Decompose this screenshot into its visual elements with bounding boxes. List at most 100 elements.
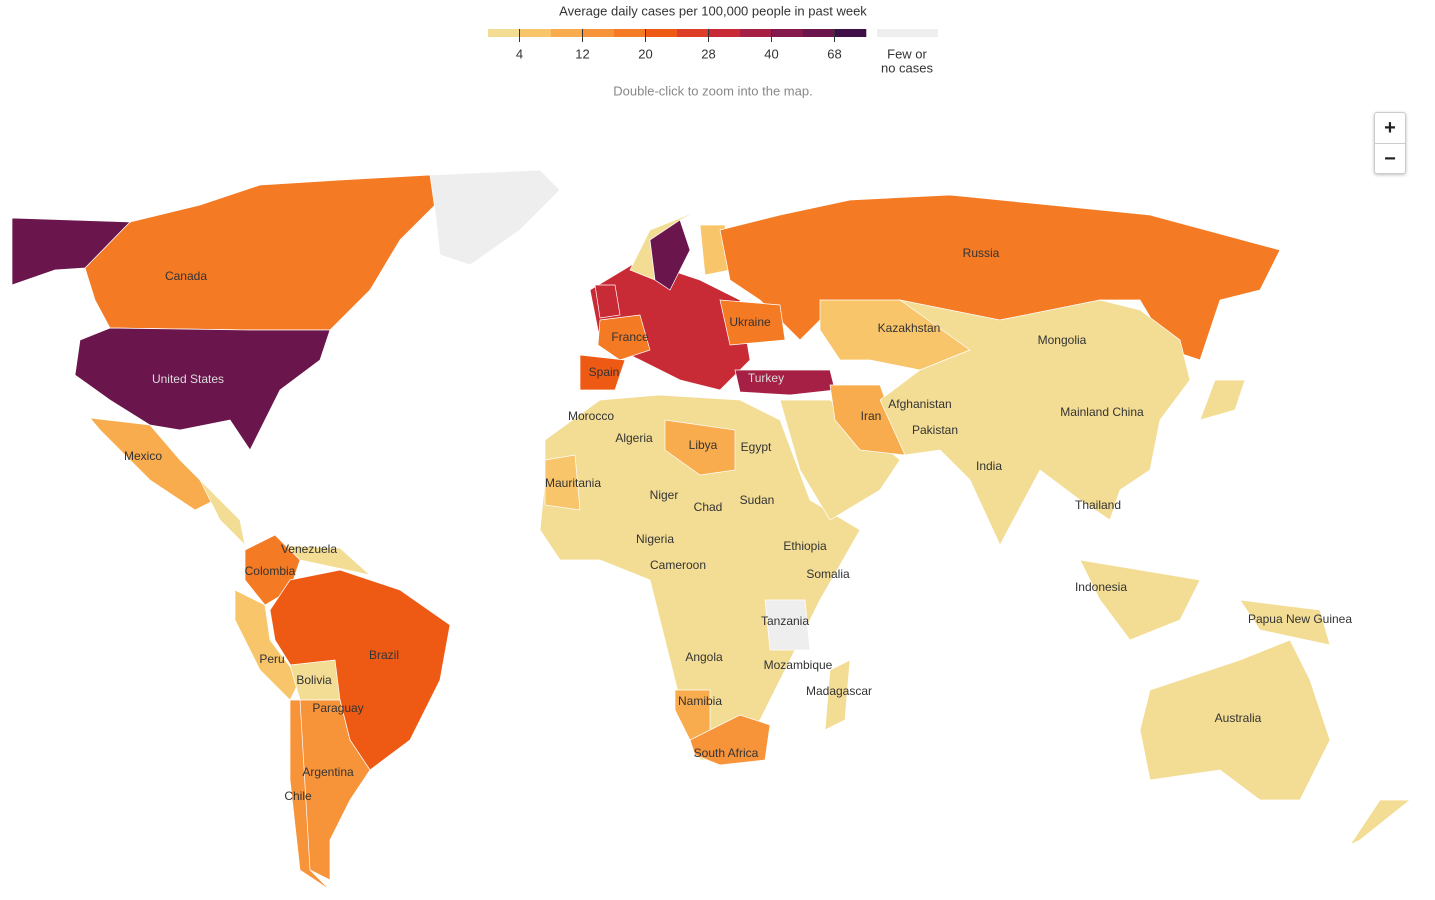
legend-tick-label: 4 <box>516 46 523 61</box>
country-label: Namibia <box>678 694 722 708</box>
country-label: Ukraine <box>729 315 771 329</box>
country-label: Pakistan <box>912 423 958 437</box>
legend-swatch <box>708 29 741 37</box>
hint: Double-click to zoom into the map. <box>613 83 812 98</box>
country-label: Angola <box>685 650 723 664</box>
country-label: Russia <box>963 246 1000 260</box>
country-label: United States <box>152 372 224 386</box>
country <box>579 354 626 391</box>
country-label: India <box>976 459 1002 473</box>
country <box>734 369 836 396</box>
country-label: Paraguay <box>312 701 363 715</box>
country-label: Mongolia <box>1038 333 1087 347</box>
country <box>89 417 216 511</box>
country-label: Chad <box>694 500 723 514</box>
legend-swatch <box>519 29 552 37</box>
no-data-swatch <box>877 29 938 37</box>
country-label: South Africa <box>694 746 759 760</box>
legend-swatch <box>645 29 678 37</box>
country <box>234 589 301 701</box>
country-label: Thailand <box>1075 498 1121 512</box>
country-label: Australia <box>1215 711 1262 725</box>
country-label: Iran <box>861 409 882 423</box>
country-label: Mainland China <box>1060 405 1144 419</box>
legend-swatch <box>803 29 835 37</box>
country-label: Canada <box>165 269 207 283</box>
country-label: Venezuela <box>281 542 337 556</box>
country <box>544 454 581 511</box>
legend-swatch <box>551 29 583 37</box>
country <box>879 299 1191 546</box>
country-label: Chile <box>284 789 312 803</box>
country <box>1239 599 1331 646</box>
country-label: Mozambique <box>764 658 833 672</box>
country <box>597 314 651 361</box>
country-label: Argentina <box>302 765 354 779</box>
legend-tick-label: 68 <box>827 46 841 61</box>
country <box>594 284 621 319</box>
country <box>1199 379 1246 421</box>
country <box>84 174 441 331</box>
country-label: Mexico <box>124 449 162 463</box>
country-label: Morocco <box>568 409 614 423</box>
country-label: Mauritania <box>545 476 601 490</box>
legend-swatch <box>771 29 804 37</box>
legend-swatch <box>614 29 646 37</box>
legend-tick-label: 40 <box>764 46 778 61</box>
country <box>779 399 901 521</box>
no-data-label: no cases <box>881 60 934 75</box>
legend-swatch <box>582 29 615 37</box>
country-label: Colombia <box>245 564 296 578</box>
country-label: Nigeria <box>636 532 674 546</box>
country <box>1079 559 1201 641</box>
country-label: Tanzania <box>761 614 809 628</box>
country-label: Algeria <box>615 431 653 445</box>
country <box>649 219 691 291</box>
country <box>824 659 851 731</box>
country <box>74 327 331 451</box>
country <box>289 699 331 891</box>
legend-tick-label: 20 <box>638 46 652 61</box>
country <box>1348 799 1411 846</box>
country <box>664 419 736 476</box>
country-label: Brazil <box>369 648 399 662</box>
country-label: Niger <box>650 488 679 502</box>
country <box>199 479 246 547</box>
legend-swatch <box>740 29 772 37</box>
country-label: Bolivia <box>296 673 332 687</box>
country-label: Libya <box>689 438 718 452</box>
country-label: Afghanistan <box>888 397 951 411</box>
country-label: France <box>611 330 649 344</box>
legend-title: Average daily cases per 100,000 people i… <box>559 3 867 18</box>
country <box>719 299 786 346</box>
country-label: Somalia <box>806 567 850 581</box>
country <box>1139 639 1331 801</box>
zoom-out[interactable]: − <box>1375 143 1405 174</box>
country-label: Turkey <box>748 371 784 385</box>
legend-swatch <box>834 29 867 37</box>
country-label: Cameroon <box>650 558 706 572</box>
country-label: Papua New Guinea <box>1248 612 1352 626</box>
country-label: Spain <box>589 365 620 379</box>
country-label: Peru <box>259 652 284 666</box>
map <box>11 169 1411 891</box>
country-label: Indonesia <box>1075 580 1127 594</box>
legend-swatch <box>488 29 520 37</box>
country <box>689 714 771 766</box>
country <box>11 217 131 286</box>
country <box>429 169 561 266</box>
no-data-label: Few or <box>887 46 927 61</box>
country-label: Kazakhstan <box>878 321 941 335</box>
country-label: Ethiopia <box>783 539 827 553</box>
country-label: Madagascar <box>806 684 872 698</box>
country <box>764 599 811 651</box>
legend-tick-label: 28 <box>701 46 715 61</box>
legend-swatch <box>677 29 709 37</box>
country-label: Egypt <box>741 440 772 454</box>
legend-tick-label: 12 <box>575 46 589 61</box>
country-label: Sudan <box>740 493 775 507</box>
zoom-control: + − <box>1374 112 1406 174</box>
zoom-in[interactable]: + <box>1384 117 1396 139</box>
